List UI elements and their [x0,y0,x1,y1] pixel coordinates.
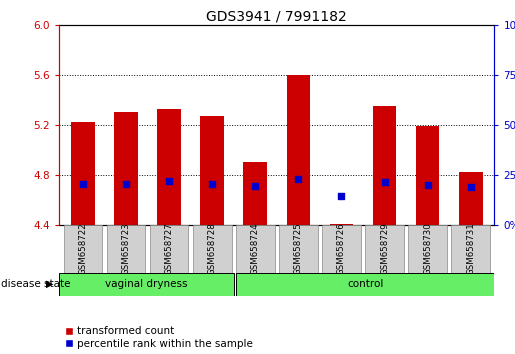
Bar [71,122,95,225]
Point [423,182,432,188]
Text: GSM658726: GSM658726 [337,222,346,275]
Title: GDS3941 / 7991182: GDS3941 / 7991182 [207,10,347,24]
Legend: transformed count, percentile rank within the sample: transformed count, percentile rank withi… [64,326,253,349]
Bar [236,273,494,296]
Bar [365,225,404,273]
Text: ▶: ▶ [46,279,54,289]
Bar [451,225,490,273]
Bar [63,225,102,273]
Bar [193,225,232,273]
Text: GSM658724: GSM658724 [251,222,260,275]
Text: GSM658730: GSM658730 [423,222,432,275]
Text: GSM658723: GSM658723 [122,222,130,275]
Text: disease state: disease state [1,279,71,289]
Bar [236,225,274,273]
Point [79,181,87,186]
Bar [150,225,188,273]
Bar [244,162,267,225]
Bar [408,225,447,273]
Point [337,193,346,199]
Bar [416,126,439,225]
Text: GSM658725: GSM658725 [294,222,303,275]
Bar [373,106,397,225]
Bar [157,109,181,225]
Bar [322,225,361,273]
Bar [114,112,138,225]
Bar [286,75,310,225]
Text: GSM658728: GSM658728 [208,222,217,275]
Bar [200,116,224,225]
Text: GSM658722: GSM658722 [78,222,88,275]
Point [294,176,302,181]
Bar [107,225,145,273]
Text: GSM658729: GSM658729 [380,222,389,275]
Text: GSM658731: GSM658731 [466,222,475,275]
Bar [330,223,353,225]
Point [251,183,260,189]
Text: GSM658727: GSM658727 [165,222,174,275]
Bar [279,225,318,273]
Text: vaginal dryness: vaginal dryness [105,279,188,289]
Point [165,178,173,184]
Point [467,184,475,190]
Bar [459,172,483,225]
Point [208,181,216,186]
Point [122,181,130,186]
Text: control: control [347,279,383,289]
Point [381,179,389,185]
Bar [59,273,234,296]
